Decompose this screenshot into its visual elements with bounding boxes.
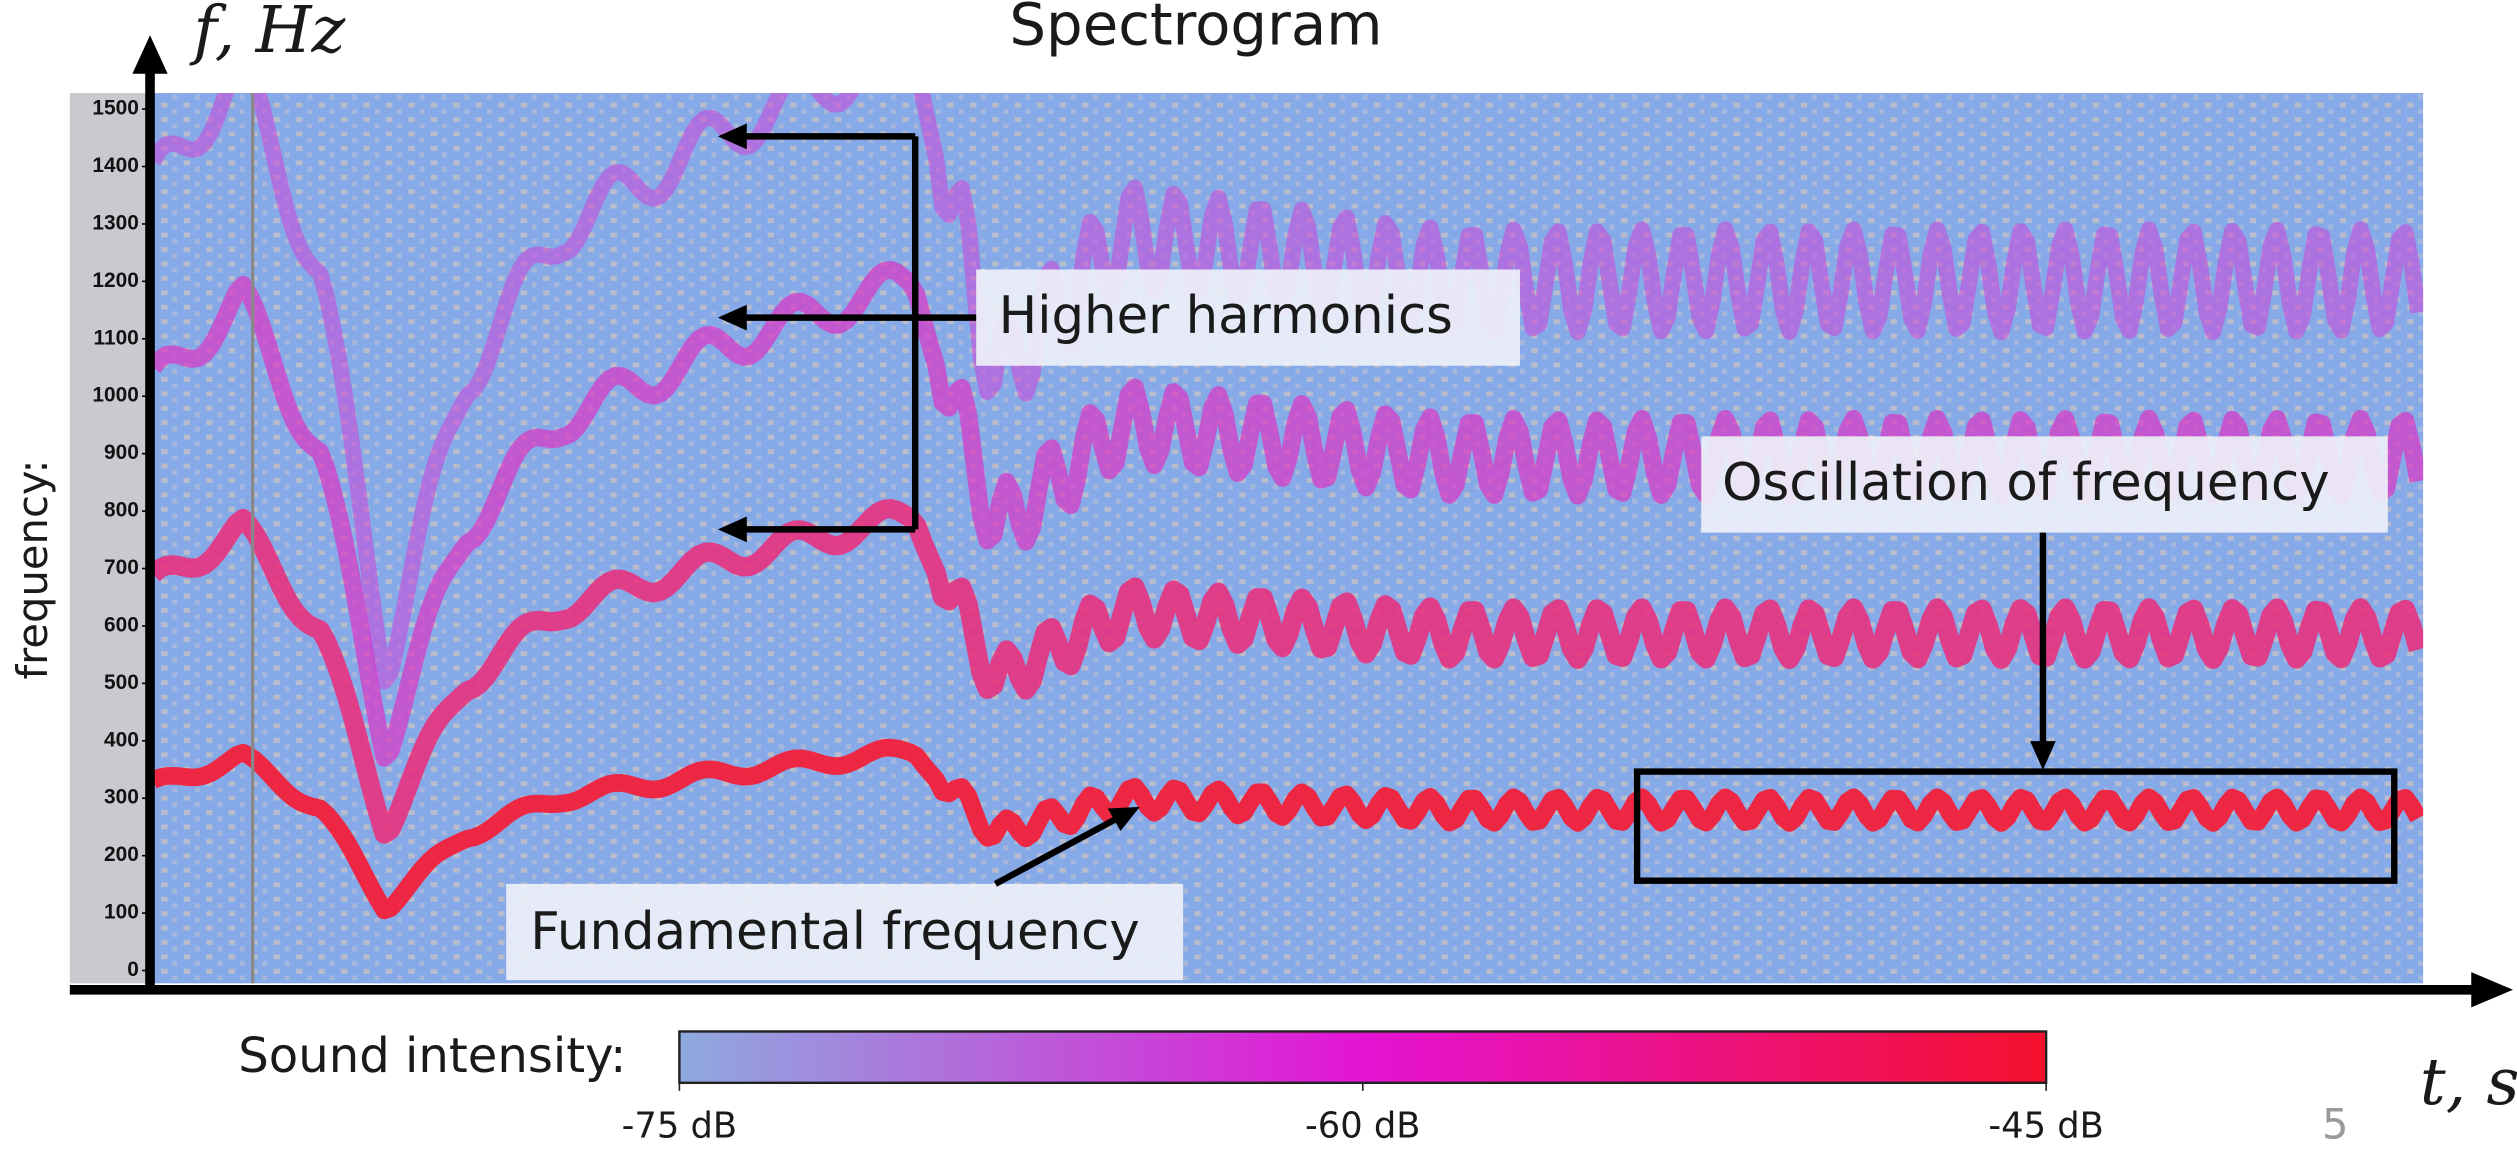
colorbar-label: Sound intensity: [238,1028,626,1084]
annotation: Fundamental frequency [530,902,1140,962]
y-tick-label: 1400 [92,154,138,177]
y-arrow [132,35,168,74]
annotation-box [506,883,1184,981]
y-label: frequency: [8,459,57,679]
y-tick-label: 700 [104,556,139,579]
annotation: Oscillation of frequency [1722,453,2329,513]
y-tick-label: 100 [104,901,139,924]
y-tick-label: 0 [127,958,139,981]
y-tick-label: 1000 [92,384,138,407]
y-tick-label: 1100 [94,326,139,349]
harmonic-trace [153,738,2424,920]
colorbar [678,1030,2048,1085]
y-tick-label: 1300 [92,211,138,234]
x-symbol: t, s [2420,1045,2517,1120]
annotation-box [1701,436,2388,533]
y-tick-label: 200 [104,843,139,866]
y-tick-label: 600 [104,613,139,636]
y-symbol: f, Hz [189,0,346,68]
arrow [993,813,1123,887]
y-tick-label: 900 [104,441,139,464]
colorbar-tick-label: -75 dB [622,1106,737,1147]
colorbar-tick-label: -60 dB [1305,1106,1420,1147]
colorbar-tick-label: -45 dB [1988,1106,2103,1147]
y-tick-label: 400 [104,728,139,751]
highlight-box [1633,768,2398,884]
x-arrow [2471,972,2513,1008]
spectrogram-image [153,93,2424,984]
y-tick-label: 300 [104,786,139,809]
y-tick-label: 500 [104,671,139,694]
y-tick-label: 800 [104,499,139,522]
arrow-heads [717,123,2056,831]
annotation-box [976,269,1520,366]
page-number: 5 [2322,1100,2349,1149]
chart-title: Spectrogram [1009,0,1382,59]
axis-strip [69,93,154,984]
annotation: Higher harmonics [999,286,1453,346]
y-tick-label: 1500 [92,97,138,120]
harmonic-arrows [741,133,977,533]
y-tick-label: 1200 [92,269,138,292]
